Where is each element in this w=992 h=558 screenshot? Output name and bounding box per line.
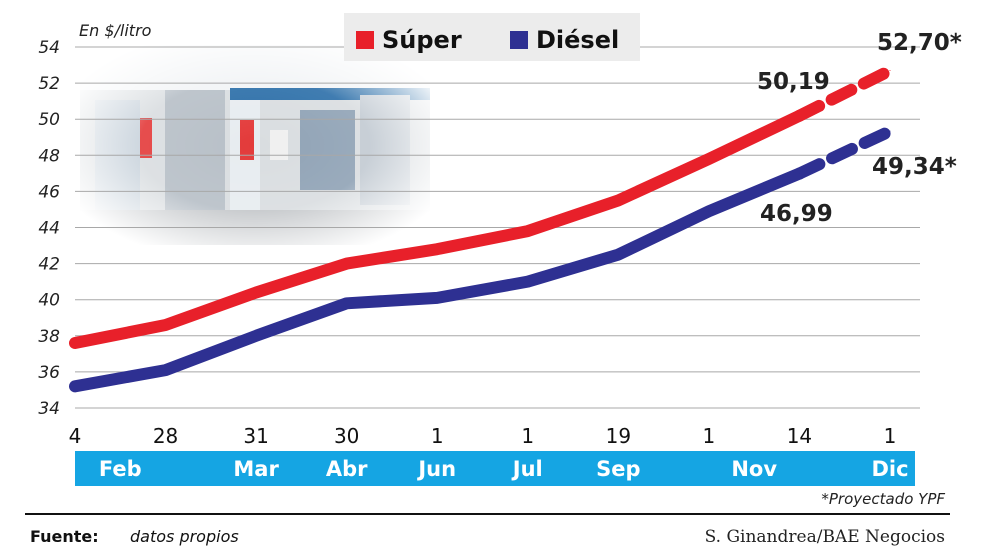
data-point-super [889, 69, 891, 71]
y-tick-label: 42 [38, 255, 60, 275]
x-tick-label: 1 [884, 424, 897, 448]
month-label: Feb [99, 457, 142, 481]
data-point-diesel [255, 335, 257, 337]
y-tick-label: 44 [38, 219, 60, 239]
month-label: Dic [871, 457, 908, 481]
source-value: datos propios [130, 527, 239, 546]
grid [75, 46, 920, 409]
data-label-diesel-dic: 49,34* [872, 154, 957, 180]
x-tick-label: 14 [787, 424, 812, 448]
x-tick-label: 30 [334, 424, 359, 448]
x-tick-label: 31 [243, 424, 268, 448]
y-tick-label: 34 [38, 399, 60, 419]
month-label: Mar [233, 457, 279, 481]
y-tick-label: 36 [38, 363, 60, 383]
source-label: Fuente: [30, 527, 99, 546]
x-tick-label: 4 [69, 424, 82, 448]
x-tick-label: 28 [153, 424, 178, 448]
month-label: Jun [416, 457, 456, 481]
series-projection-super [793, 64, 896, 122]
legend-swatch-diesel [510, 31, 528, 49]
month-label: Abr [326, 457, 368, 481]
data-point-diesel [346, 302, 348, 304]
y-tick-label: 50 [38, 110, 60, 130]
data-point-super [165, 324, 167, 326]
data-point-super [346, 263, 348, 265]
y-tick-label: 52 [38, 74, 60, 94]
data-point-super [436, 248, 438, 250]
x-axis-days: 4 28 31 30 1 1 19 1 14 1 [69, 424, 897, 448]
data-label-super-nov: 50,19 [757, 69, 830, 95]
data-point-diesel [708, 210, 710, 212]
month-label: Sep [596, 457, 640, 481]
series-lines [69, 64, 896, 393]
data-label-diesel-nov: 46,99 [760, 201, 833, 227]
data-label-super-dic: 52,70* [877, 30, 962, 56]
y-tick-label: 40 [38, 291, 60, 311]
y-tick-label: 46 [38, 182, 60, 202]
footnote: *Proyectado YPF [821, 490, 945, 508]
data-point-diesel [165, 369, 167, 371]
legend: Súper Diésel [344, 13, 640, 61]
credit: S. Ginandrea/BAE Negocios [705, 527, 945, 547]
y-axis: 34 36 38 40 42 44 46 48 50 52 54 [38, 38, 60, 419]
y-tick-label: 54 [38, 38, 60, 58]
data-point-super [708, 158, 710, 160]
month-band [75, 451, 915, 486]
x-tick-label: 1 [521, 424, 534, 448]
x-tick-label: 1 [703, 424, 716, 448]
data-point-diesel [617, 254, 619, 256]
data-point-diesel [527, 281, 529, 283]
month-label: Nov [731, 457, 777, 481]
unit-label: En $/litro [79, 21, 152, 40]
legend-swatch-super [356, 31, 374, 49]
series-projection-diesel [793, 125, 896, 180]
data-point-super [255, 291, 257, 293]
legend-box [344, 13, 640, 61]
data-point-super [527, 230, 529, 232]
x-axis-months: Feb Mar Abr Jun Jul Sep Nov Dic [99, 457, 909, 481]
data-point-super [798, 115, 800, 117]
data-point-diesel [436, 297, 438, 299]
y-tick-label: 48 [38, 146, 60, 166]
month-label: Jul [511, 457, 543, 481]
legend-label-super: Súper [382, 26, 462, 54]
data-point-diesel [798, 173, 800, 175]
gas-station-photo [80, 45, 430, 245]
y-tick-label: 38 [38, 327, 60, 347]
x-tick-label: 1 [431, 424, 444, 448]
data-point-super [74, 342, 76, 344]
data-point-diesel [889, 130, 891, 132]
legend-label-diesel: Diésel [536, 26, 619, 54]
data-point-diesel [74, 385, 76, 387]
x-tick-label: 19 [606, 424, 631, 448]
data-point-super [617, 199, 619, 201]
